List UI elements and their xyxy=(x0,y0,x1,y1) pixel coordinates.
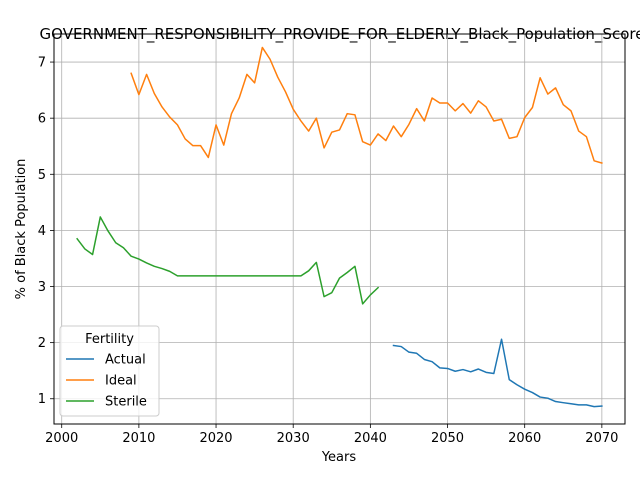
y-tick-label: 1 xyxy=(38,392,46,407)
y-axis-label: % of Black Population xyxy=(14,159,29,300)
x-tick-label: 2050 xyxy=(431,431,464,446)
axis-ticks: 2000 2010 2020 2030 2040 2050 2060 2070 1 2 3 4 5 6 7 xyxy=(38,56,619,446)
plot-frame xyxy=(53,33,626,425)
y-tick-label: 5 xyxy=(38,168,46,183)
series-line-sterile xyxy=(76,216,380,305)
legend-label-ideal: Ideal xyxy=(105,374,137,389)
x-tick-label: 2020 xyxy=(199,431,232,446)
y-tick-label: 6 xyxy=(38,112,46,127)
y-tick-label: 2 xyxy=(38,336,46,351)
series-line-actual xyxy=(392,338,603,408)
series-line-ideal xyxy=(130,46,603,164)
x-axis-label: Years xyxy=(321,450,357,465)
y-tick-label: 7 xyxy=(38,56,46,71)
series-layer xyxy=(76,46,603,408)
legend-title: Fertility xyxy=(85,332,134,347)
x-tick-label: 2070 xyxy=(585,431,618,446)
x-tick-label: 2040 xyxy=(354,431,387,446)
x-tick-label: 2010 xyxy=(122,431,155,446)
legend: Fertility Actual Ideal Sterile xyxy=(59,325,160,417)
legend-label-actual: Actual xyxy=(105,353,146,368)
x-tick-label: 2060 xyxy=(508,431,541,446)
x-tick-label: 2030 xyxy=(277,431,310,446)
y-tick-label: 3 xyxy=(38,280,46,295)
legend-box xyxy=(59,325,160,417)
legend-label-sterile: Sterile xyxy=(105,395,147,410)
x-tick-label: 2000 xyxy=(45,431,78,446)
y-tick-label: 4 xyxy=(38,224,46,239)
